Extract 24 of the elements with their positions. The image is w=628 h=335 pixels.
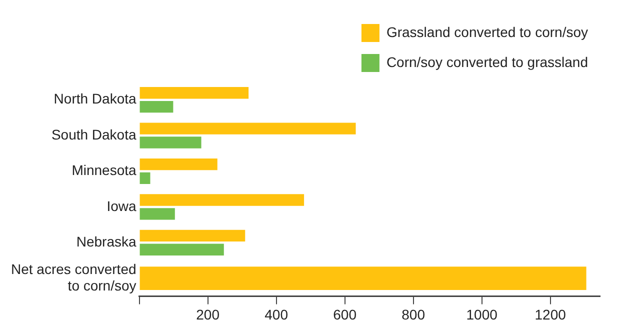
bar [140, 208, 175, 220]
x-tick-label: 1200 [534, 306, 566, 322]
y-tick-label: Nebraska [76, 234, 136, 250]
bar [140, 172, 150, 184]
y-tick-label: Iowa [106, 198, 136, 214]
bar [140, 100, 174, 113]
x-tick-label: 200 [196, 306, 220, 322]
bar [140, 136, 202, 148]
bar [140, 87, 249, 99]
bar [140, 122, 356, 134]
x-tick-label: 600 [333, 306, 357, 322]
x-tick-label: 400 [264, 306, 288, 322]
legend-label: Grassland converted to corn/soy [386, 24, 588, 40]
bar [140, 230, 246, 242]
y-tick-label: North Dakota [54, 90, 136, 107]
y-tick-label: Net acres converted to corn/soy [10, 260, 136, 294]
x-tick-label: 1000 [466, 306, 498, 322]
x-tick-label: 800 [402, 306, 426, 322]
legend-label: Corn/soy converted to grassland [386, 54, 588, 70]
bar [140, 158, 218, 170]
y-tick-label: Minnesota [72, 162, 136, 178]
bar [140, 194, 304, 206]
y-tick-label: South Dakota [51, 126, 136, 142]
bar [140, 244, 224, 256]
